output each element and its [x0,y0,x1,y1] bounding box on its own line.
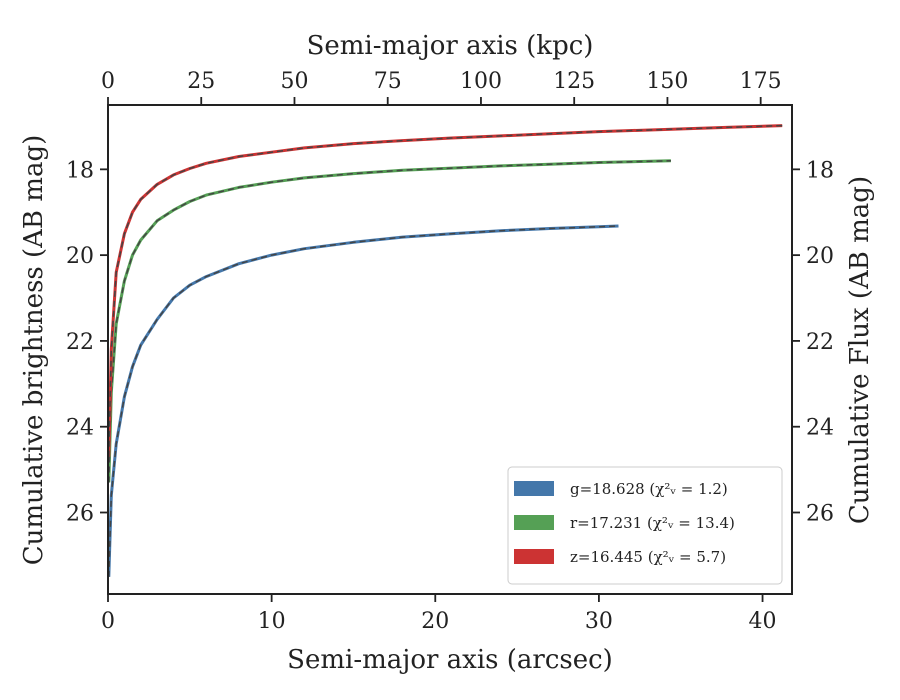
y-tick-label: 20 [66,244,94,269]
legend-swatch-g [514,481,554,496]
x2-tick-label: 0 [101,69,115,94]
y-tick-label: 22 [66,330,94,355]
legend: g=18.628 (χ²ᵥ = 1.2) r=17.231 (χ²ᵥ = 13.4… [507,466,783,585]
x-tick-label: 10 [258,609,286,634]
x-tick-label: 30 [585,609,613,634]
x-axis-title: Semi-major axis (arcsec) [287,645,613,675]
ticks-layer: 0 10 20 30 40 0 25 50 75 100 125 150 175 18 20 22 24 26 18… [66,69,834,634]
x-tick-label: 20 [421,609,449,634]
legend-label-g: g=18.628 (χ²ᵥ = 1.2) [570,480,728,498]
x2-tick-label: 175 [740,69,782,94]
x2-tick-label: 25 [187,69,215,94]
x2-tick-label: 125 [553,69,595,94]
legend-box [507,466,783,585]
x2-axis-title: Semi-major axis (kpc) [307,31,594,61]
model-line-r [108,160,671,483]
y-tick-label: 26 [66,502,94,527]
x2-tick-label: 75 [374,69,402,94]
curves-layer [107,124,783,577]
plot-frame [107,104,793,595]
legend-swatch-z [514,549,554,564]
y-tick-label: 24 [66,416,94,441]
y2-tick-label: 22 [806,330,834,355]
series-line-r [107,159,671,483]
y2-tick-label: 18 [806,158,834,183]
model-line-g [108,225,619,577]
series-line-z [107,124,783,457]
x2-tick-label: 100 [460,69,502,94]
y2-axis-title: Cumulative Flux (AB mag) [845,176,875,524]
x-tick-label: 0 [101,609,115,634]
legend-label-r: r=17.231 (χ²ᵥ = 13.4) [570,514,735,532]
model-line-z [108,124,783,457]
y2-tick-label: 26 [806,502,834,527]
legend-swatch-r [514,515,554,530]
x2-tick-label: 150 [646,69,688,94]
y-axis-title: Cumulative brightness (AB mag) [19,135,49,566]
legend-label-z: z=16.445 (χ²ᵥ = 5.7) [570,548,726,566]
y-tick-label: 18 [66,158,94,183]
y2-tick-label: 24 [806,416,834,441]
y2-tick-label: 20 [806,244,834,269]
x2-tick-label: 50 [280,69,308,94]
x-tick-label: 40 [749,609,777,634]
